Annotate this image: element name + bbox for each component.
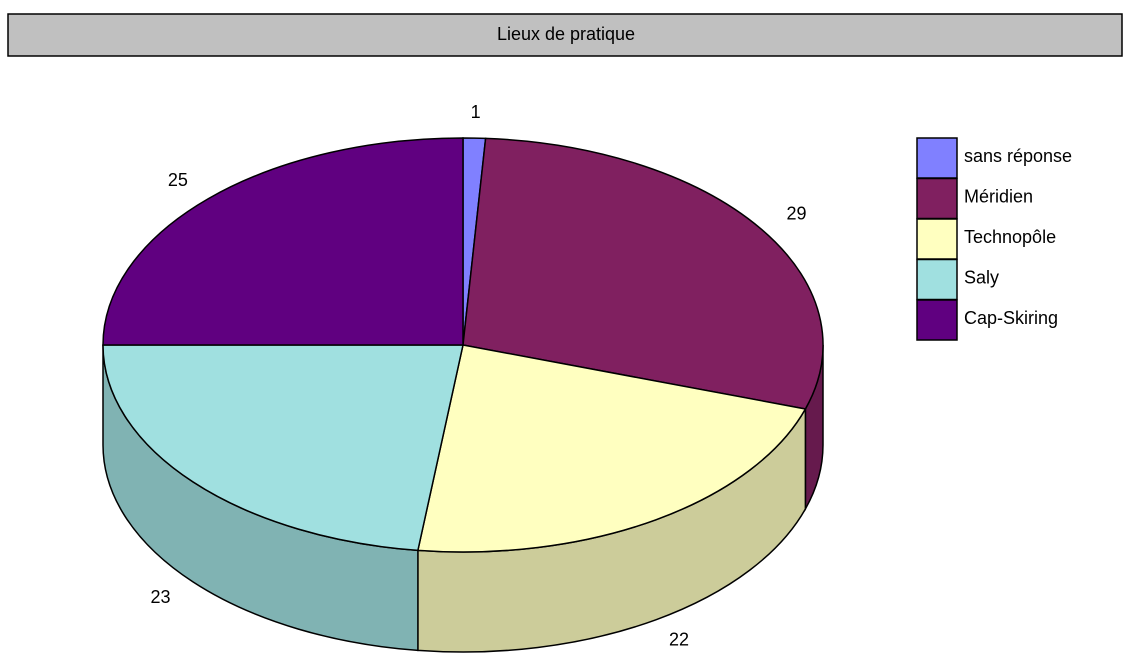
title-bar xyxy=(7,13,1123,57)
data-label: 1 xyxy=(471,102,481,122)
chart-title: Lieux de pratique xyxy=(497,24,635,44)
legend-swatch xyxy=(916,218,958,260)
legend-swatch xyxy=(916,299,958,341)
pie-slice xyxy=(416,344,807,553)
legend-label: Méridien xyxy=(964,186,1033,206)
pie-slice xyxy=(102,344,464,552)
legend-swatch xyxy=(916,177,958,220)
data-label: 29 xyxy=(786,203,806,223)
legend-label: sans réponse xyxy=(964,146,1072,166)
data-label: 25 xyxy=(168,170,188,190)
legend-swatch xyxy=(916,258,958,301)
data-label: 22 xyxy=(669,629,689,649)
pie-slice xyxy=(102,137,464,346)
pie-slice xyxy=(462,137,824,410)
legend-label: Technopôle xyxy=(964,227,1056,247)
legend-label: Cap-Skiring xyxy=(964,308,1058,328)
data-label: 23 xyxy=(151,587,171,607)
legend-label: Saly xyxy=(964,267,999,287)
legend-swatch xyxy=(916,137,958,179)
